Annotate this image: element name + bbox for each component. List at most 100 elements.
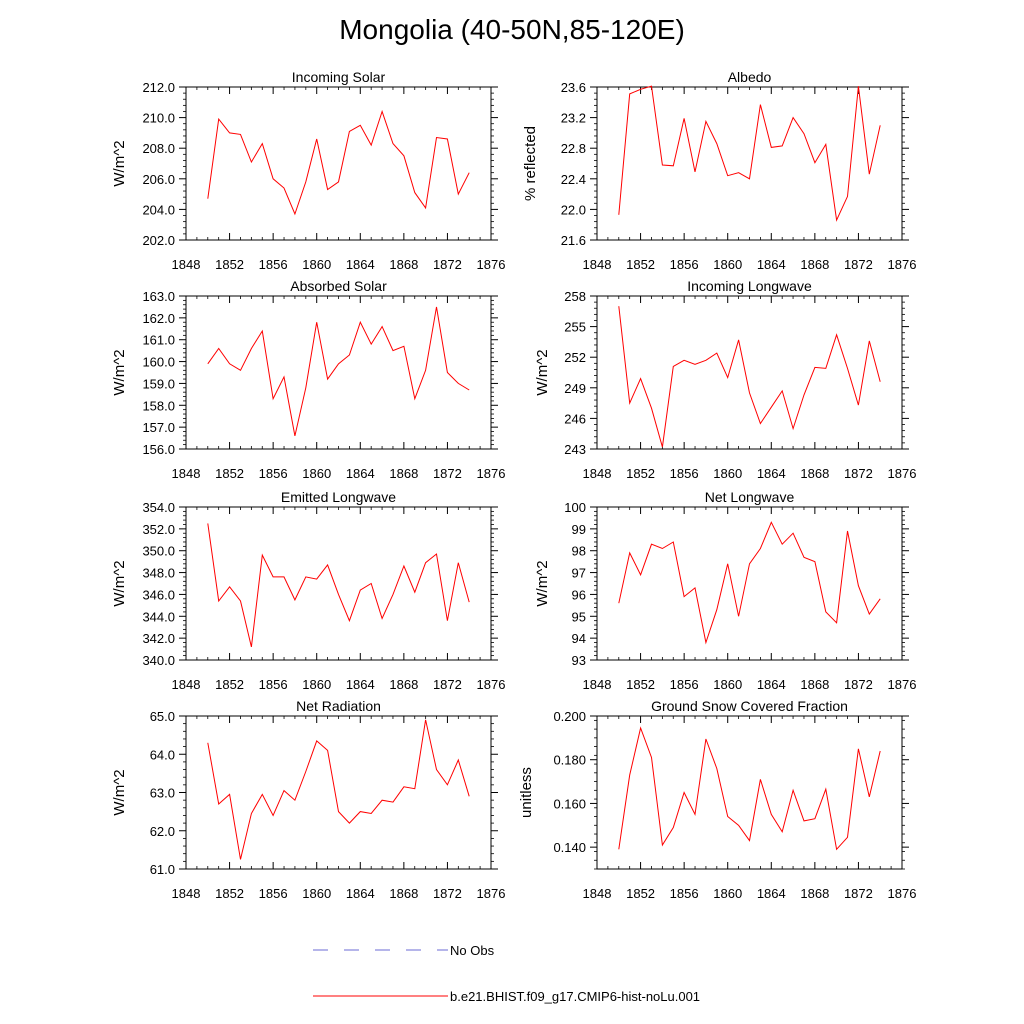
x-tick-label: 1868 <box>800 677 829 692</box>
x-tick-label: 1864 <box>757 886 786 901</box>
plot-frame <box>185 715 492 870</box>
x-tick-label: 1876 <box>477 886 506 901</box>
y-tick-label: 158.0 <box>142 398 175 413</box>
x-tick-label: 1848 <box>172 257 201 272</box>
y-tick-label: 354.0 <box>142 500 175 515</box>
x-tick-label: 1860 <box>302 677 331 692</box>
y-tick-label: 352.0 <box>142 522 175 537</box>
x-tick-label: 1872 <box>433 886 462 901</box>
x-tick-label: 1868 <box>389 886 418 901</box>
y-tick-label: 160.0 <box>142 355 175 370</box>
y-tick-label: 243 <box>564 442 586 457</box>
x-tick-label: 1864 <box>757 466 786 481</box>
y-tick-label: 340.0 <box>142 653 175 668</box>
x-tick-label: 1852 <box>215 886 244 901</box>
panel-title: Absorbed Solar <box>290 278 387 294</box>
x-tick-label: 1868 <box>800 466 829 481</box>
x-tick-label: 1864 <box>757 677 786 692</box>
plot-frame <box>185 506 492 661</box>
y-axis-label: W/m^2 <box>534 349 551 395</box>
y-tick-label: 96 <box>572 587 586 602</box>
x-tick-label: 1856 <box>670 886 699 901</box>
x-tick-label: 1864 <box>346 886 375 901</box>
x-tick-label: 1848 <box>583 257 612 272</box>
x-tick-label: 1872 <box>844 257 873 272</box>
plot-frame <box>185 295 492 450</box>
y-tick-label: 62.0 <box>150 824 175 839</box>
y-tick-label: 0.160 <box>553 796 586 811</box>
x-tick-label: 1856 <box>259 466 288 481</box>
x-tick-label: 1868 <box>800 257 829 272</box>
series-line <box>207 109 470 216</box>
x-tick-label: 1848 <box>583 466 612 481</box>
series-line <box>207 306 470 437</box>
y-tick-label: 204.0 <box>142 202 175 217</box>
x-tick-label: 1868 <box>389 466 418 481</box>
x-tick-label: 1876 <box>888 466 917 481</box>
panel-title: Ground Snow Covered Fraction <box>651 698 848 714</box>
y-tick-label: 255 <box>564 320 586 335</box>
y-tick-label: 249 <box>564 381 586 396</box>
y-tick-label: 342.0 <box>142 631 175 646</box>
y-tick-label: 202.0 <box>142 233 175 248</box>
y-tick-label: 64.0 <box>150 747 175 762</box>
x-tick-label: 1860 <box>713 886 742 901</box>
y-axis-label: W/m^2 <box>111 560 128 606</box>
panel-2: Albedo 1848 1852 1856 1860 1864 1868 1872 1876 21… <box>522 69 916 272</box>
y-tick-label: 208.0 <box>142 141 175 156</box>
x-tick-label: 1848 <box>583 886 612 901</box>
y-tick-label: 252 <box>564 350 586 365</box>
x-tick-label: 1852 <box>626 466 655 481</box>
x-tick-label: 1860 <box>302 466 331 481</box>
x-tick-label: 1864 <box>346 257 375 272</box>
y-tick-label: 63.0 <box>150 786 175 801</box>
x-tick-label: 1856 <box>670 257 699 272</box>
y-tick-label: 350.0 <box>142 544 175 559</box>
y-tick-label: 156.0 <box>142 442 175 457</box>
y-tick-label: 206.0 <box>142 172 175 187</box>
y-tick-label: 23.2 <box>561 111 586 126</box>
x-tick-label: 1872 <box>844 886 873 901</box>
y-tick-label: 99 <box>572 522 586 537</box>
panel-8: Ground Snow Covered Fraction 1848 1852 1856… <box>518 698 916 901</box>
panel-title: Incoming Solar <box>292 69 386 85</box>
x-tick-label: 1876 <box>888 677 917 692</box>
x-tick-label: 1856 <box>670 466 699 481</box>
x-tick-label: 1860 <box>713 257 742 272</box>
y-tick-label: 22.4 <box>561 172 586 187</box>
y-tick-label: 95 <box>572 609 586 624</box>
panel-7: Net Radiation 1848 1852 1856 1860 1864 1868 187… <box>111 698 505 901</box>
y-tick-label: 97 <box>572 566 586 581</box>
panel-1: Incoming Solar 1848 1852 1856 1860 1864 1868 18… <box>111 69 505 272</box>
x-tick-label: 1848 <box>172 677 201 692</box>
legend: No Obs b.e21.BHIST.f09_g17.CMIP6-hist-noL… <box>313 943 700 1004</box>
panel-title: Net Longwave <box>705 489 795 505</box>
x-tick-label: 1872 <box>844 677 873 692</box>
plot-frame <box>185 86 492 241</box>
series-line <box>618 726 881 851</box>
series-line <box>207 523 470 648</box>
legend-obs-label: No Obs <box>450 943 495 958</box>
panel-title: Emitted Longwave <box>281 489 396 505</box>
panel-5: Emitted Longwave 1848 1852 1856 1860 1864 1868… <box>111 489 505 692</box>
panel-title: Incoming Longwave <box>687 278 812 294</box>
y-tick-label: 0.200 <box>553 709 586 724</box>
y-tick-label: 22.0 <box>561 202 586 217</box>
y-tick-label: 0.140 <box>553 840 586 855</box>
y-tick-label: 100 <box>564 500 586 515</box>
x-tick-label: 1876 <box>477 677 506 692</box>
y-tick-label: 61.0 <box>150 862 175 877</box>
y-axis-label: W/m^2 <box>111 140 128 186</box>
y-tick-label: 65.0 <box>150 709 175 724</box>
x-tick-label: 1864 <box>757 257 786 272</box>
y-tick-label: 162.0 <box>142 311 175 326</box>
y-tick-label: 346.0 <box>142 587 175 602</box>
y-tick-label: 93 <box>572 653 586 668</box>
figure-title: Mongolia (40-50N,85-120E) <box>339 14 685 45</box>
series-line <box>207 719 470 860</box>
x-tick-label: 1872 <box>844 466 873 481</box>
y-tick-label: 22.8 <box>561 141 586 156</box>
x-tick-label: 1872 <box>433 257 462 272</box>
x-tick-label: 1860 <box>302 257 331 272</box>
